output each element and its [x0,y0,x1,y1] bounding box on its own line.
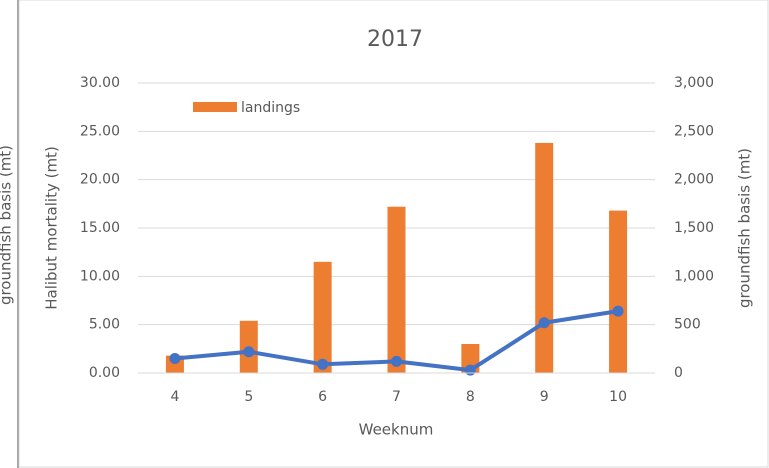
x-tick-label: 6 [318,389,327,405]
bar [609,210,628,373]
line-marker [612,305,624,317]
bar [313,261,332,373]
y-tick-label: 25.00 [80,123,120,139]
y-tick-label: 5.00 [89,317,120,333]
y2-tick-label: 0 [674,365,683,381]
bar [535,142,554,373]
y-axis-label: Halibut mortality (mt) [43,146,61,310]
background-axis-label: groundfish basis (mt) [0,145,15,305]
y2-tick-label: 500 [674,317,701,333]
y-tick-label: 20.00 [80,172,120,188]
line-marker [464,364,476,376]
x-axis-label: Weeknum [359,421,434,439]
x-tick-label: 8 [466,389,475,405]
y2-tick-label: 1,500 [674,220,714,236]
y-tick-label: 15.00 [80,220,120,236]
x-tick-label: 10 [609,389,627,405]
bar [387,206,406,373]
y2-tick-label: 2,500 [674,123,714,139]
line-marker [169,353,181,364]
y-tick-label: 30.00 [80,75,120,91]
line-marker [391,355,402,367]
x-tick-label: 9 [540,389,549,405]
y-tick-label: 0.00 [89,365,120,381]
x-tick-label: 7 [392,389,401,405]
line-marker [538,317,550,329]
y-tick-label: 10.00 [80,268,120,284]
y2-tick-label: 3,000 [674,75,714,91]
chart-title: 2017 [367,27,423,52]
line-marker [243,346,255,358]
y2-tick-label: 1,000 [674,268,714,284]
y2-tick-label: 2,000 [674,172,714,188]
legend-swatch [193,102,237,112]
legend-label: landings [241,100,300,116]
x-tick-label: 5 [244,389,253,405]
line-marker [317,358,329,370]
x-tick-label: 4 [170,389,179,405]
y2-axis-label: groundfish basis (mt) [736,148,754,308]
